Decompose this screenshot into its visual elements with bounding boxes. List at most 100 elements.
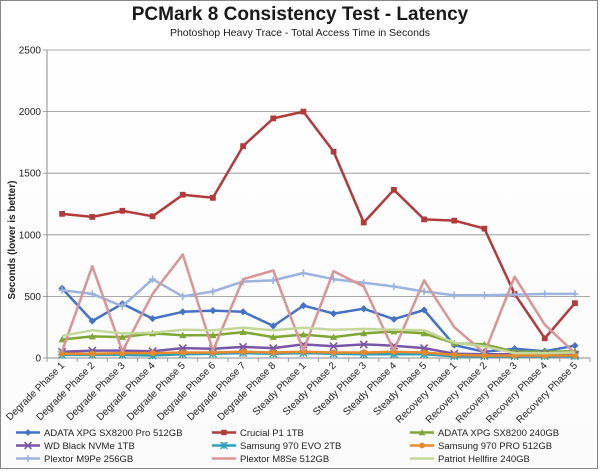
data-point bbox=[360, 329, 368, 337]
data-point bbox=[269, 333, 277, 340]
series-patriot-hellfire-240gb bbox=[61, 326, 575, 355]
legend-item: Patriot Hellfire 240GB bbox=[410, 454, 530, 465]
data-point bbox=[88, 332, 96, 340]
data-point bbox=[238, 342, 248, 352]
data-point bbox=[360, 305, 368, 313]
series-line bbox=[62, 350, 575, 357]
data-point bbox=[209, 287, 217, 296]
data-point bbox=[149, 213, 156, 220]
data-point bbox=[270, 115, 277, 122]
x-tick-label: Steady Phase 3 bbox=[311, 360, 369, 418]
y-tick-label: 2500 bbox=[19, 46, 42, 57]
data-point bbox=[541, 335, 548, 342]
data-point bbox=[299, 302, 308, 310]
data-point bbox=[89, 214, 96, 220]
data-point bbox=[421, 216, 427, 223]
data-point bbox=[179, 308, 187, 316]
series-line bbox=[60, 253, 576, 355]
series-line bbox=[61, 110, 576, 340]
legend-item: ADATA XPG SX8200 240GB bbox=[410, 428, 559, 439]
legend-item: Samsung 970 EVO 2TB bbox=[212, 441, 341, 452]
data-point bbox=[420, 329, 428, 337]
series-plextor-m8se-512gb bbox=[60, 253, 576, 355]
data-point bbox=[299, 269, 308, 277]
data-point bbox=[390, 327, 398, 335]
legend-item: Crucial P1 1TB bbox=[212, 428, 304, 439]
data-point bbox=[360, 349, 367, 356]
data-point bbox=[359, 340, 368, 349]
data-point bbox=[451, 217, 458, 224]
data-point bbox=[148, 314, 157, 323]
series-line bbox=[61, 326, 575, 355]
data-point bbox=[119, 350, 126, 357]
data-point bbox=[88, 317, 96, 325]
data-point bbox=[480, 291, 489, 299]
x-tick-label: Steady Phase 2 bbox=[281, 360, 339, 418]
legend-label: WD Black NVMe 1TB bbox=[44, 441, 135, 452]
data-point bbox=[179, 292, 187, 300]
data-point bbox=[391, 186, 397, 193]
legend-item: Plextor M9Pe 256GB bbox=[16, 454, 133, 465]
data-point bbox=[209, 349, 216, 356]
legend-label: Samsung 970 PRO 512GB bbox=[438, 441, 552, 452]
data-point bbox=[390, 315, 398, 323]
data-point bbox=[58, 335, 66, 343]
series-crucial-p1-1tb bbox=[59, 108, 578, 342]
data-point bbox=[329, 342, 338, 351]
legend-label: Plextor M8Se 512GB bbox=[240, 454, 329, 465]
legend: ADATA XPG SX8200 Pro 512GB Crucial P1 1TB… bbox=[16, 428, 559, 465]
data-point bbox=[240, 348, 247, 355]
data-point bbox=[59, 210, 65, 217]
y-tick-label: 0 bbox=[35, 354, 41, 365]
data-point bbox=[239, 308, 247, 316]
legend-label: Patriot Hellfire 240GB bbox=[438, 454, 530, 465]
data-point bbox=[89, 350, 96, 357]
data-point bbox=[572, 300, 578, 307]
legend-label: Samsung 970 EVO 2TB bbox=[240, 441, 341, 452]
x-tick-label: Steady Phase 1 bbox=[251, 360, 309, 418]
data-point bbox=[418, 429, 426, 436]
data-point bbox=[240, 143, 246, 149]
chart-title: PCMark 8 Consistency Test - Latency bbox=[131, 4, 469, 25]
data-point bbox=[270, 349, 277, 356]
data-point bbox=[178, 343, 187, 353]
series-lines bbox=[57, 108, 580, 361]
y-axis-title: Seconds (lower is better) bbox=[7, 181, 18, 300]
data-point bbox=[419, 442, 425, 449]
series-plextor-m9pe-256gb bbox=[58, 269, 579, 310]
data-point bbox=[24, 441, 32, 450]
legend-label: ADATA XPG SX8200 Pro 512GB bbox=[44, 428, 183, 439]
data-point bbox=[330, 349, 337, 356]
data-point bbox=[179, 349, 186, 356]
data-point bbox=[329, 333, 338, 340]
data-point bbox=[24, 429, 32, 436]
data-point bbox=[148, 275, 157, 283]
data-point bbox=[420, 306, 428, 314]
data-point bbox=[451, 351, 458, 358]
data-point bbox=[210, 194, 216, 201]
data-point bbox=[299, 330, 308, 338]
data-point bbox=[300, 108, 307, 115]
data-point bbox=[58, 286, 66, 294]
data-point bbox=[390, 282, 398, 291]
x-tick-label: Steady Phase 4 bbox=[341, 360, 399, 418]
data-point bbox=[24, 455, 32, 462]
data-point bbox=[221, 429, 227, 436]
legend-label: Crucial P1 1TB bbox=[240, 428, 304, 439]
data-point bbox=[149, 350, 156, 357]
legend-item: Samsung 970 PRO 512GB bbox=[410, 441, 552, 452]
data-point bbox=[209, 306, 217, 315]
legend-label: ADATA XPG SX8200 240GB bbox=[438, 428, 559, 439]
y-tick-label: 1000 bbox=[19, 230, 42, 241]
data-point bbox=[209, 331, 217, 339]
data-point bbox=[481, 225, 488, 232]
data-point bbox=[541, 290, 549, 298]
data-point bbox=[220, 441, 228, 450]
data-point bbox=[329, 310, 338, 318]
data-point bbox=[239, 328, 247, 336]
data-point bbox=[88, 290, 96, 298]
data-point bbox=[510, 290, 519, 299]
y-tick-label: 500 bbox=[24, 292, 41, 303]
